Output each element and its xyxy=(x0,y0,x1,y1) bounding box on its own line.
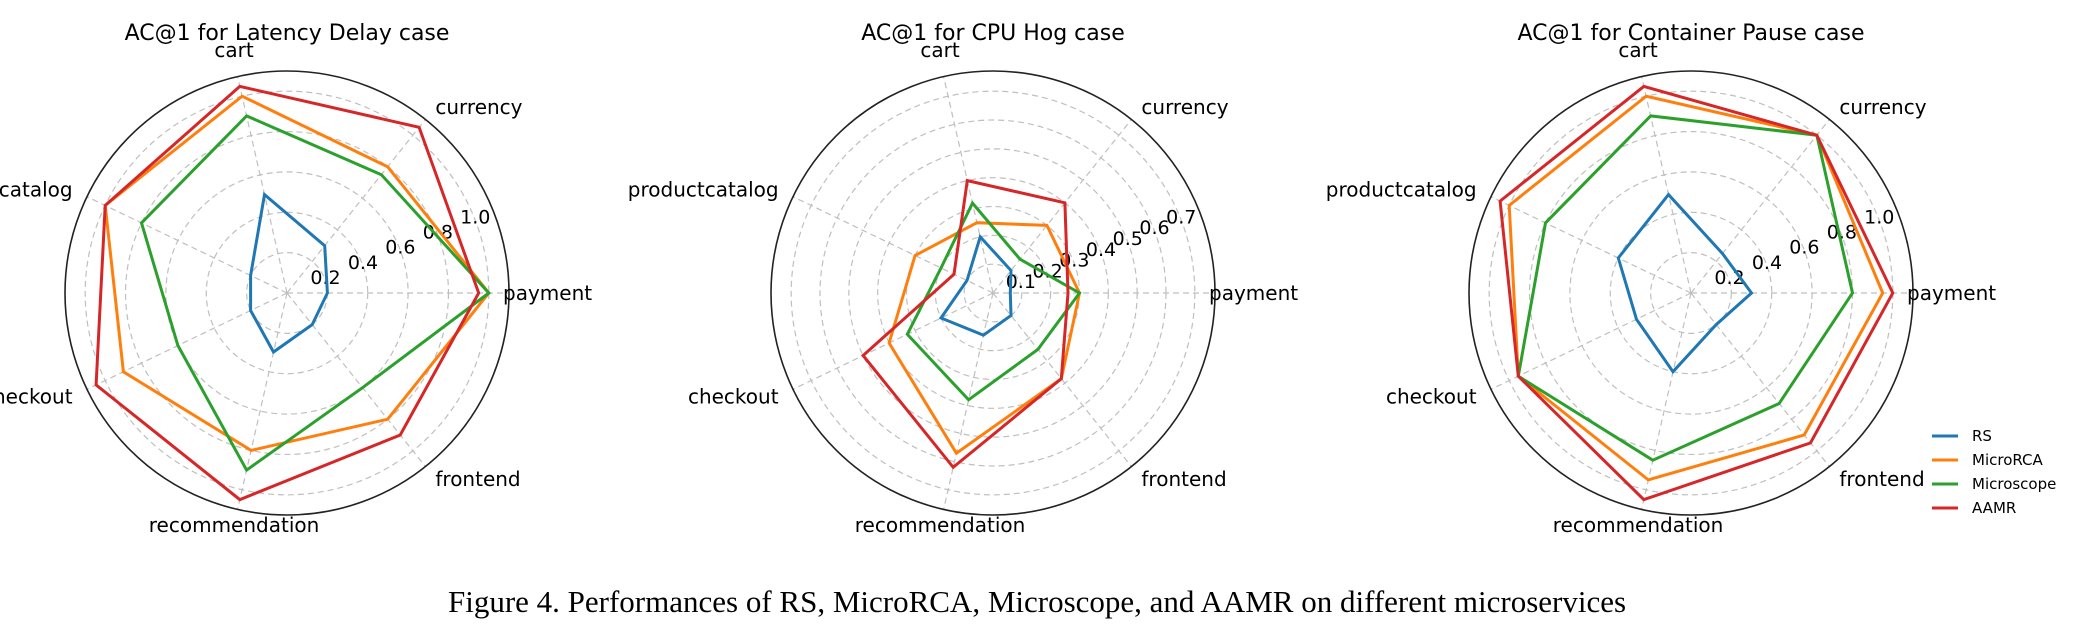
grid-circle-0.2 xyxy=(934,234,1052,352)
spoke-frontend xyxy=(286,292,426,467)
legend: RS MicroRCA Microscope AAMR xyxy=(1932,427,2056,517)
axis-label-currency: currency xyxy=(1141,95,1228,119)
spoke-productcatalog xyxy=(1490,196,1692,294)
chart-title: AC@1 for Container Pause case xyxy=(1517,21,1864,46)
tick-label-0.4: 0.4 xyxy=(348,252,378,274)
spoke-frontend xyxy=(1690,292,1830,467)
tick-label-0.4: 0.4 xyxy=(1752,252,1782,274)
tick-label-0.6: 0.6 xyxy=(1789,237,1819,259)
spoke-cart xyxy=(1641,76,1692,294)
legend-label-rs: RS xyxy=(1972,427,1992,445)
tick-label-0.6: 0.6 xyxy=(385,237,415,259)
tick-label-0.5: 0.5 xyxy=(1113,228,1143,250)
series-aamr xyxy=(1498,84,1895,502)
tick-label-0.6: 0.6 xyxy=(1139,217,1169,239)
legend-label-microscope: Microscope xyxy=(1972,475,2056,493)
axis-label-recommendation: recommendation xyxy=(149,513,320,537)
series-microrca xyxy=(103,94,491,452)
figure-caption: Figure 4. Performances of RS, MicroRCA, … xyxy=(447,584,1627,619)
tick-label-1.0: 1.0 xyxy=(460,206,490,228)
axis-label-currency: currency xyxy=(1839,95,1926,119)
axis-label-productcatalog: productcatalog xyxy=(0,178,73,202)
tick-label-0.2: 0.2 xyxy=(1032,260,1062,282)
spoke-cart xyxy=(943,76,994,294)
axis-label-currency: currency xyxy=(435,95,522,119)
axis-label-frontend: frontend xyxy=(1141,467,1226,491)
axis-label-checkout: checkout xyxy=(1386,384,1477,408)
axis-label-productcatalog: productcatalog xyxy=(1326,178,1477,202)
tick-label-0.8: 0.8 xyxy=(1827,222,1857,244)
radar-panel-latency-delay: AC@1 for Latency Delay case0.20.40.60.81… xyxy=(0,21,592,537)
axis-label-cart: cart xyxy=(214,38,253,62)
grid-circle-0.1 xyxy=(963,263,1023,323)
series-rs xyxy=(938,233,1013,337)
axis-label-checkout: checkout xyxy=(0,384,73,408)
spoke-checkout xyxy=(792,292,994,390)
legend-label-microrca: MicroRCA xyxy=(1972,451,2044,469)
radar-panel-container-pause: AC@1 for Container Pause case0.20.40.60.… xyxy=(1326,21,1996,537)
spoke-checkout xyxy=(86,292,288,390)
series-aamr xyxy=(94,84,481,502)
series-aamr xyxy=(861,178,1070,470)
series-microscope xyxy=(139,114,492,473)
axis-label-checkout: checkout xyxy=(688,384,779,408)
tick-label-0.4: 0.4 xyxy=(1086,239,1116,261)
axis-label-cart: cart xyxy=(1618,38,1657,62)
axis-label-payment: payment xyxy=(503,281,592,305)
outer-frame xyxy=(770,70,1216,516)
spoke-productcatalog xyxy=(792,196,994,294)
axis-label-payment: payment xyxy=(1209,281,1298,305)
spoke-currency xyxy=(1690,119,1830,294)
series-microscope xyxy=(1516,114,1855,462)
axis-label-frontend: frontend xyxy=(435,467,520,491)
chart-title: AC@1 for CPU Hog case xyxy=(861,21,1125,46)
series-rs xyxy=(249,191,329,355)
tick-label-1.0: 1.0 xyxy=(1864,206,1894,228)
series-microscope xyxy=(905,200,1082,402)
spoke-cart xyxy=(237,76,288,294)
axis-label-cart: cart xyxy=(920,38,959,62)
spoke-recommendation xyxy=(1641,292,1692,510)
axis-label-payment: payment xyxy=(1907,281,1996,305)
spoke-currency xyxy=(992,119,1132,294)
axis-label-recommendation: recommendation xyxy=(1553,513,1724,537)
spoke-recommendation xyxy=(237,292,288,510)
chart-title: AC@1 for Latency Delay case xyxy=(125,21,450,46)
spoke-checkout xyxy=(1490,292,1692,390)
spoke-currency xyxy=(286,119,426,294)
tick-label-0.1: 0.1 xyxy=(1006,271,1036,293)
spoke-productcatalog xyxy=(86,196,288,294)
axis-label-productcatalog: productcatalog xyxy=(628,178,779,202)
axis-label-frontend: frontend xyxy=(1839,467,1924,491)
legend-label-aamr: AAMR xyxy=(1972,499,2016,517)
tick-label-0.7: 0.7 xyxy=(1166,206,1196,228)
outer-frame xyxy=(64,70,510,516)
axis-label-recommendation: recommendation xyxy=(855,513,1026,537)
radar-panel-cpu-hog: AC@1 for CPU Hog case0.10.20.30.40.50.60… xyxy=(628,21,1298,537)
outer-frame xyxy=(1468,70,1914,516)
series-rs xyxy=(1616,192,1754,375)
